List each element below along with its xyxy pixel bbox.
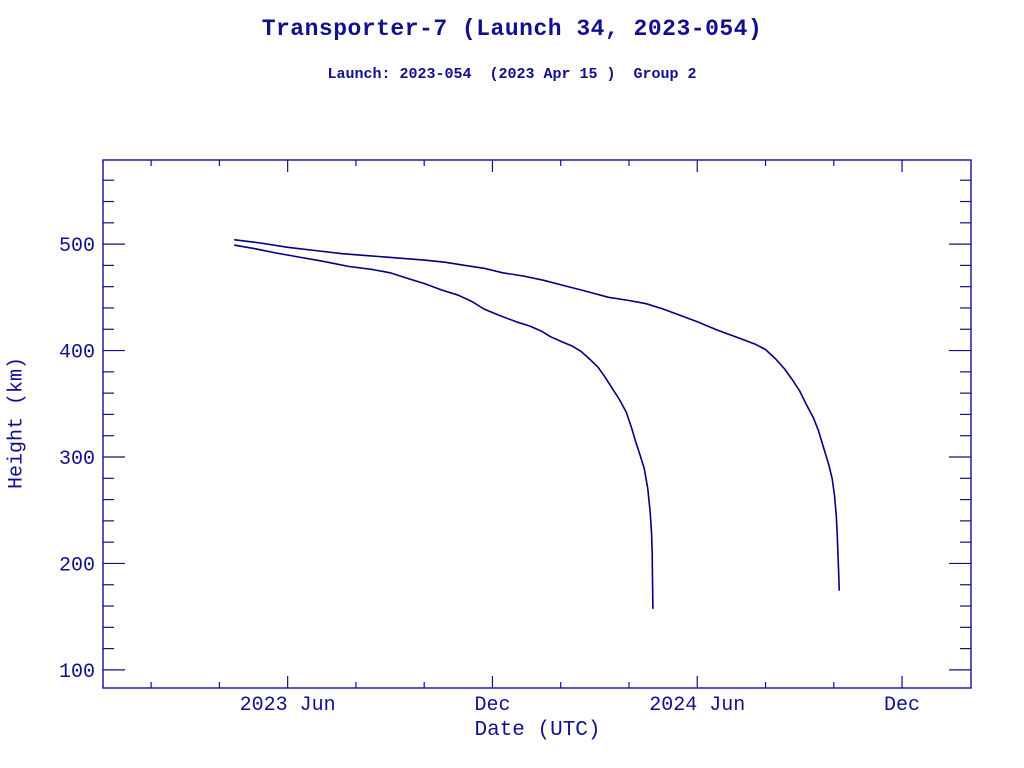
decay-curve-late-reentry (234, 239, 841, 591)
chart-subtitle: Launch: 2023-054 (2023 Apr 15 ) Group 2 (327, 66, 697, 83)
y-tick-label: 100 (59, 661, 95, 684)
y-tick-label: 500 (59, 235, 95, 258)
decay-curve-early-reentry (234, 244, 654, 610)
x-tick-label: Dec (474, 694, 510, 717)
x-tick-label: Dec (884, 694, 920, 717)
chart-title: Transporter-7 (Launch 34, 2023-054) (261, 16, 763, 42)
y-tick-label: 300 (59, 448, 95, 471)
x-axis-label: Date (UTC) (474, 719, 601, 742)
x-tick-label: 2024 Jun (649, 694, 745, 717)
x-tick-label: 2023 Jun (240, 694, 336, 717)
plot-frame (102, 159, 972, 689)
y-tick-label: 200 (59, 554, 95, 577)
y-tick-label: 400 (59, 342, 95, 365)
